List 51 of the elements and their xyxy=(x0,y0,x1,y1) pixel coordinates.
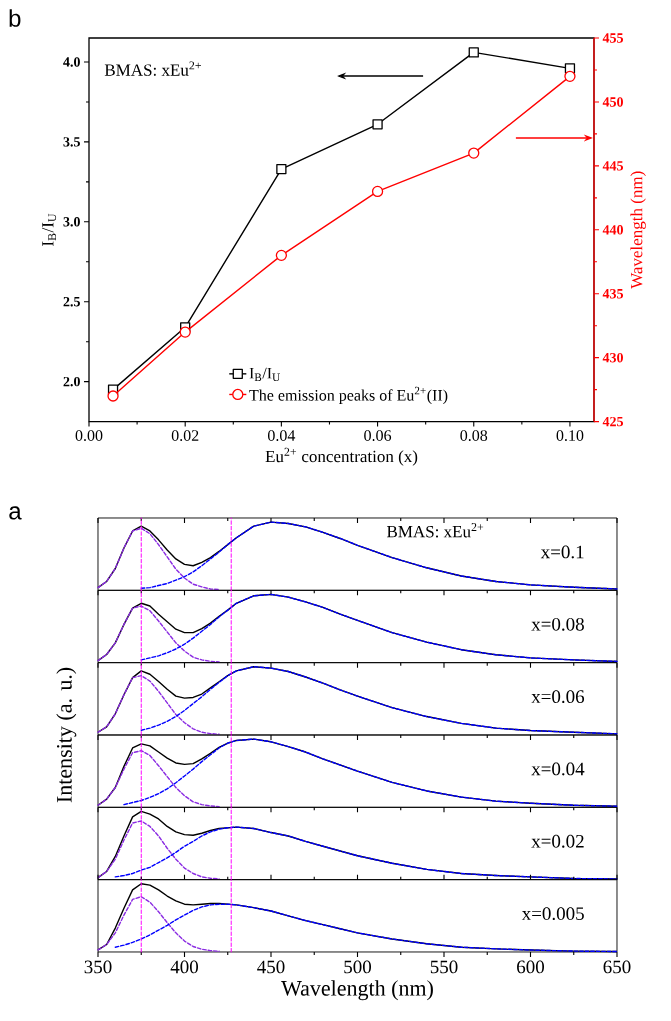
legend-label: I$_{B}$/I$_{U}$ xyxy=(249,367,280,382)
y-axis-title: I$_{B}$/I$_{U}$ xyxy=(42,213,57,246)
x-tick-label: 0.06 xyxy=(364,430,392,441)
text: a xyxy=(9,506,22,520)
y2-tick-label: 455 xyxy=(602,33,624,43)
annotation: BMAS: xEu$^{2+}$ xyxy=(386,523,484,538)
annotation: BMAS: xEu$^{2+}$ xyxy=(104,61,201,76)
y2-tick-label: 440 xyxy=(602,225,623,235)
y2-axis-title: Wavelength (nm) xyxy=(630,171,646,289)
y-tick-label: 3.0 xyxy=(63,217,80,227)
y2-tick-label: 425 xyxy=(602,416,624,427)
point xyxy=(107,390,119,402)
point xyxy=(276,163,287,175)
x-tick-label: 0.10 xyxy=(556,430,584,441)
x-tick-label: 550 xyxy=(430,960,458,974)
legend-label: The emission peaks of Eu$^{2+}$(II) xyxy=(249,386,448,404)
y-tick-label: 4.0 xyxy=(63,57,80,67)
annotation: x=0.005 xyxy=(521,907,584,921)
x-tick-label: 0.08 xyxy=(460,430,488,441)
x-axis-title: Eu$^{2+}$ concentration (x) xyxy=(265,447,418,466)
y-tick-label: 2.0 xyxy=(63,376,80,387)
x-tick-label: 500 xyxy=(344,960,372,974)
x-tick-label: 600 xyxy=(517,960,545,974)
y2-tick-label: 445 xyxy=(602,161,624,171)
point xyxy=(371,185,384,198)
text: b xyxy=(9,9,21,27)
x-tick-label: 400 xyxy=(170,960,199,974)
point xyxy=(468,47,479,58)
y2-tick-label: 450 xyxy=(602,97,623,107)
x-axis-title: Wavelength (nm) xyxy=(281,980,433,1001)
y2-tick-label: 435 xyxy=(602,289,624,299)
point xyxy=(564,70,576,83)
x-tick-label: 0.02 xyxy=(171,430,199,441)
point xyxy=(275,249,288,262)
point xyxy=(179,326,191,338)
y2-tick-label: 430 xyxy=(602,352,623,363)
point xyxy=(468,147,480,159)
y-tick-label: 3.5 xyxy=(63,137,80,147)
x-tick-label: 0.04 xyxy=(267,430,296,441)
y-tick-label: 2.5 xyxy=(63,296,80,307)
y-axis-title: Intensity (a. u.) xyxy=(56,667,77,803)
x-tick-label: 350 xyxy=(84,960,112,974)
annotation: x=0.02 xyxy=(531,834,584,848)
annotation: x=0.06 xyxy=(531,690,585,704)
point xyxy=(372,119,383,130)
x-tick-label: 450 xyxy=(257,960,285,974)
annotation: x=0.08 xyxy=(531,617,584,631)
annotation: x=0.04 xyxy=(531,762,585,776)
annotation: x=0.1 xyxy=(540,545,584,559)
x-tick-label: 0.00 xyxy=(75,430,103,441)
x-tick-label: 650 xyxy=(603,960,631,974)
